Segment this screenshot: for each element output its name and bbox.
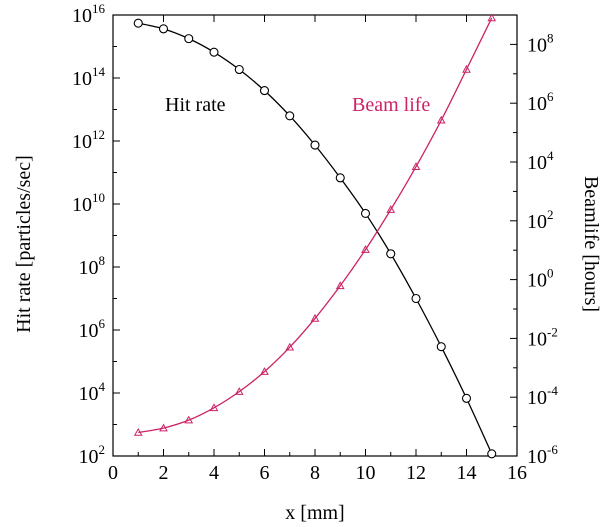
x-tick-label: 8 [310,462,320,484]
x-tick-label: 12 [406,462,426,484]
beam-life-point [487,13,497,22]
plot-frame [112,14,518,457]
beam-life-point [159,423,168,432]
y-tick-label: 1010 [72,190,105,216]
beam-life-point [335,281,345,290]
beam-life-point [234,387,244,395]
y2-tick-label: 10-2 [527,324,558,350]
beam-life-point [285,342,295,351]
beam-life-point [310,313,320,322]
beam-life-point [184,415,194,424]
y-tick-label: 108 [79,253,106,279]
beam-life-point [462,64,471,73]
x-tick-label: 16 [507,462,527,484]
hit-rate-point [184,34,194,44]
beam-life-point [411,162,421,170]
hit-rate-point [360,208,371,218]
y2-axis-label: Beamlife [hours] [580,176,602,312]
beam-life-point [209,403,219,412]
hit-rate-point [411,293,421,304]
hit-rate-point [487,449,497,459]
hit-rate-point [436,342,446,352]
y2-tick-label: 106 [527,89,554,115]
hit-rate-point [133,18,143,28]
beam-life-point [386,205,396,213]
hit-rate-point [461,393,472,403]
hit-rate-point [234,64,244,75]
beam-life-point [260,367,269,375]
y-tick-label: 102 [79,442,106,468]
series-line-1 [138,17,493,434]
y2-tick-label: 10-4 [527,383,558,409]
x-tick-label: 0 [108,462,118,484]
series-label-hit-rate: Hit rate [165,94,226,116]
y2-tick-label: 108 [527,30,554,56]
hit-rate-point [259,86,270,96]
beam-life-point [361,245,370,253]
y-tick-label: 104 [79,379,106,405]
x-tick-label: 6 [260,462,270,484]
beam-life-point [133,427,143,436]
x-axis-label: x [mm] [285,502,344,524]
y-axis-label: Hit rate [particles/sec] [13,155,35,333]
beam-life-point [436,115,446,124]
series-label-beam-life: Beam life [352,94,430,116]
y2-tick-label: 102 [527,207,554,233]
hit-rate-point [386,249,396,259]
hit-rate-point [285,111,295,121]
x-tick-label: 4 [209,462,219,484]
y2-tick-label: 100 [527,266,554,292]
y-tick-label: 106 [79,316,106,342]
hit-rate-point [158,24,169,34]
x-tick-label: 2 [159,462,169,484]
x-tick-label: 14 [457,462,477,484]
y-tick-label: 1012 [72,127,105,153]
y-tick-label: 1014 [72,64,106,90]
hit-rate-point [335,173,345,183]
y-tick-label: 1016 [72,1,106,27]
hit-rate-point [310,140,320,150]
y2-tick-label: 104 [527,148,554,174]
y2-tick-label: 10-6 [527,442,558,468]
series-line-0 [138,22,493,455]
hit-rate-point [209,47,219,57]
x-tick-label: 10 [356,462,376,484]
